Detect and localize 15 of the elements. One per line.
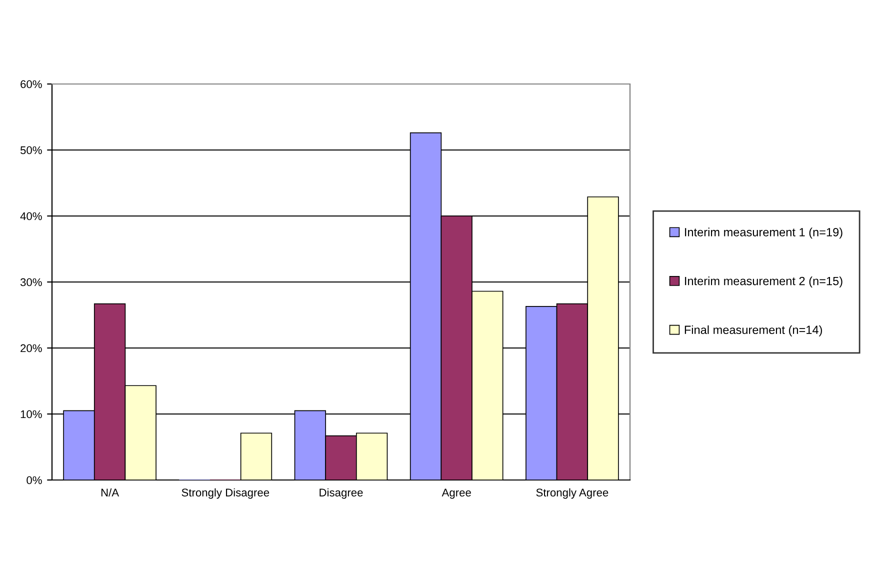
x-tick-label: Strongly Agree: [536, 488, 608, 499]
y-tick-label: 0%: [26, 476, 42, 484]
y-tick-label: 40%: [20, 212, 42, 220]
y-tick-label: 20%: [20, 344, 42, 352]
legend-label: Interim measurement 1 (n=19): [685, 228, 842, 239]
y-tick-label: 50%: [20, 146, 42, 154]
x-tick-label: Strongly Disagree: [182, 488, 270, 499]
legend-label: Interim measurement 2 (n=15): [685, 276, 842, 288]
y-tick-label: 60%: [20, 80, 42, 88]
x-tick-label: Disagree: [320, 488, 363, 499]
x-tick-label: Agree: [442, 488, 471, 499]
y-tick-label: 30%: [20, 278, 42, 286]
y-tick-label: 10%: [20, 410, 42, 418]
x-tick-label: N/A: [101, 488, 120, 496]
legend-label: Final measurement (n=14): [684, 325, 822, 336]
